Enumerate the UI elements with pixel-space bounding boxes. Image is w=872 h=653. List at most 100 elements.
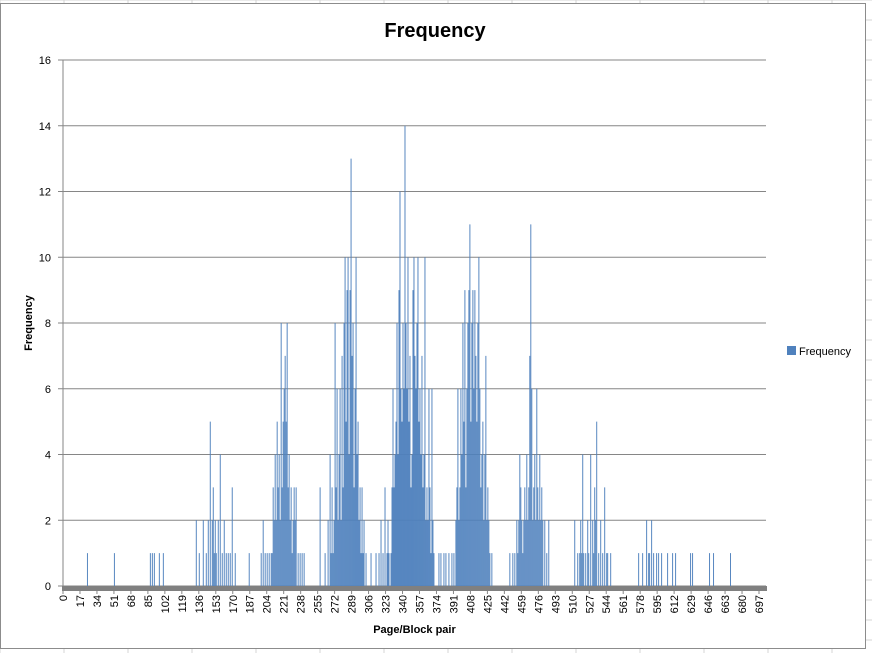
bar bbox=[431, 388, 433, 586]
bar bbox=[410, 487, 412, 586]
bar bbox=[343, 323, 345, 586]
bar bbox=[420, 454, 422, 586]
bar bbox=[512, 553, 514, 586]
bar bbox=[214, 520, 216, 586]
bar bbox=[334, 323, 336, 586]
bar bbox=[533, 487, 535, 586]
bar bbox=[430, 553, 432, 586]
bar bbox=[231, 487, 233, 586]
x-tick-label: 391 bbox=[448, 595, 460, 613]
bar bbox=[528, 487, 530, 586]
bar bbox=[486, 520, 488, 586]
bar bbox=[428, 388, 430, 586]
bar bbox=[519, 454, 521, 586]
x-tick-label: 476 bbox=[533, 595, 545, 613]
bar bbox=[709, 553, 711, 586]
bar bbox=[443, 553, 445, 586]
bar bbox=[523, 520, 525, 586]
bar bbox=[281, 487, 283, 586]
bar bbox=[198, 553, 200, 586]
x-tick-label: 102 bbox=[160, 595, 172, 613]
bar bbox=[349, 290, 351, 586]
bar bbox=[299, 553, 301, 586]
bar bbox=[149, 553, 151, 586]
x-tick-label: 306 bbox=[364, 595, 376, 613]
bar bbox=[606, 553, 608, 586]
bar bbox=[392, 388, 394, 586]
bar bbox=[266, 553, 268, 586]
bar bbox=[402, 323, 404, 586]
x-tick-label: 612 bbox=[669, 595, 681, 613]
bar bbox=[289, 520, 291, 586]
x-tick-label: 510 bbox=[567, 595, 579, 613]
bar bbox=[221, 553, 223, 586]
bar bbox=[268, 553, 270, 586]
bar bbox=[432, 520, 434, 586]
bar bbox=[604, 487, 606, 586]
bar bbox=[456, 487, 458, 586]
bar bbox=[277, 487, 279, 586]
bar bbox=[579, 553, 581, 586]
bar bbox=[489, 553, 491, 586]
bar bbox=[534, 454, 536, 586]
bar bbox=[577, 553, 579, 586]
bar bbox=[294, 520, 296, 586]
chart-area[interactable]: Frequency 0 2 4 6 8 10 12 14 16 0 17 34 51 68 85 102 11… bbox=[0, 3, 866, 649]
legend-swatch bbox=[787, 346, 796, 355]
bar bbox=[509, 553, 511, 586]
bar bbox=[658, 553, 660, 586]
bar bbox=[423, 454, 425, 586]
x-tick-label: 85 bbox=[143, 595, 155, 607]
bar bbox=[587, 520, 589, 586]
bar bbox=[730, 553, 731, 586]
bar bbox=[514, 553, 516, 586]
bar bbox=[350, 158, 352, 586]
bar bbox=[365, 553, 367, 586]
bar bbox=[522, 553, 524, 586]
bar bbox=[331, 487, 333, 586]
bar bbox=[595, 520, 597, 586]
bar bbox=[213, 553, 215, 586]
bar bbox=[276, 421, 278, 586]
bar bbox=[342, 487, 344, 586]
bar bbox=[301, 553, 303, 586]
bar bbox=[335, 487, 337, 586]
bar bbox=[286, 323, 288, 586]
bar bbox=[234, 553, 236, 586]
bar bbox=[274, 454, 276, 586]
bar bbox=[487, 487, 489, 586]
bar bbox=[466, 388, 468, 586]
bar bbox=[421, 355, 423, 586]
bar bbox=[481, 454, 483, 586]
bars-series-frequency bbox=[86, 125, 731, 586]
bar bbox=[544, 520, 546, 586]
bar bbox=[388, 553, 390, 586]
bar bbox=[448, 553, 450, 586]
bar bbox=[278, 454, 280, 586]
bar bbox=[472, 290, 474, 586]
bar bbox=[588, 553, 590, 586]
bar bbox=[529, 355, 531, 586]
bar bbox=[337, 520, 339, 586]
legend[interactable]: Frequency bbox=[787, 346, 851, 358]
y-axis-title: Frequency bbox=[23, 294, 35, 351]
bar bbox=[473, 388, 475, 586]
bar bbox=[438, 553, 440, 586]
bar bbox=[532, 520, 534, 586]
bar bbox=[524, 487, 526, 586]
bar bbox=[517, 553, 519, 586]
bar bbox=[525, 520, 527, 586]
x-tick-label: 51 bbox=[109, 595, 121, 607]
bar bbox=[270, 553, 272, 586]
x-tick-label: 697 bbox=[754, 595, 766, 613]
bar bbox=[406, 388, 408, 586]
bar bbox=[396, 323, 398, 586]
bar bbox=[408, 421, 410, 586]
bar bbox=[370, 553, 372, 586]
x-tick-label: 204 bbox=[262, 595, 274, 613]
bar bbox=[651, 520, 653, 586]
bar bbox=[355, 257, 357, 586]
bar bbox=[585, 553, 587, 586]
bar bbox=[348, 454, 350, 586]
bar bbox=[356, 454, 358, 586]
